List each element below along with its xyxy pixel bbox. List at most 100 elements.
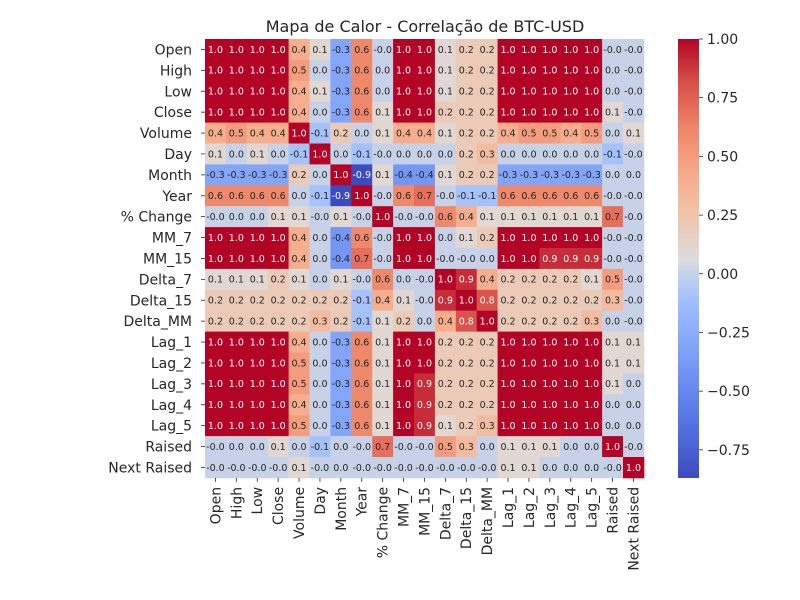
heatmap-cell xyxy=(434,289,457,312)
cell-value-label: 0.0 xyxy=(396,149,411,160)
cell-value-label: 0.2 xyxy=(500,316,515,327)
cell-value-label: 1.0 xyxy=(521,87,536,98)
heatmap-cell xyxy=(351,39,373,61)
cell-value-label: 1.0 xyxy=(271,358,286,369)
heatmap-cell xyxy=(455,185,478,207)
cell-value-label: 0.9 xyxy=(542,254,557,265)
cell-value-label: 0.1 xyxy=(375,337,390,348)
cell-value-label: 0.1 xyxy=(375,316,390,327)
heatmap-cell xyxy=(393,59,415,82)
heatmap-cell xyxy=(434,185,457,207)
heatmap-cell xyxy=(518,164,540,186)
cell-value-label: 1.0 xyxy=(250,254,265,265)
cell-value-label: 1.0 xyxy=(208,337,223,348)
cell-value-label: 0.2 xyxy=(459,358,474,369)
heatmap-cell xyxy=(455,373,478,395)
cell-value-label: 1.0 xyxy=(500,254,515,265)
cell-value-label: 1.0 xyxy=(271,337,286,348)
cell-value-label: 0.1 xyxy=(542,212,557,223)
heatmap-cell xyxy=(225,39,248,61)
cell-value-label: 0.2 xyxy=(229,296,244,307)
heatmap-cell xyxy=(623,268,645,291)
cell-value-label: 1.0 xyxy=(584,421,599,432)
cell-value-label: 0.1 xyxy=(605,358,620,369)
heatmap-cell xyxy=(372,80,394,103)
heatmap-cell xyxy=(581,331,603,353)
cell-value-label: 0.0 xyxy=(417,149,432,160)
cell-value-label: 0.6 xyxy=(438,212,453,223)
heatmap-cell xyxy=(267,122,289,144)
heatmap-cell xyxy=(393,415,415,437)
heatmap-cell xyxy=(560,268,582,291)
heatmap-cell xyxy=(330,80,352,103)
cell-value-label: 0.2 xyxy=(521,316,536,327)
cell-value-label: 1.0 xyxy=(563,233,578,244)
cell-value-label: 1.0 xyxy=(396,421,411,432)
cell-value-label: 1.0 xyxy=(354,191,369,202)
heatmap-cell xyxy=(288,268,310,291)
cell-value-label: 1.0 xyxy=(229,421,244,432)
cell-value-label: 1.0 xyxy=(584,337,599,348)
cell-value-label: 0.0 xyxy=(584,463,599,474)
cell-value-label: 0.0 xyxy=(605,87,620,98)
heatmap-cell xyxy=(414,331,436,353)
cell-value-label: 0.6 xyxy=(354,421,369,432)
heatmap-cell xyxy=(225,122,248,144)
cell-value-label: -0.0 xyxy=(436,463,455,474)
heatmap-cell xyxy=(393,394,415,416)
cell-value-label: 1.0 xyxy=(229,233,244,244)
cell-value-label: 1.0 xyxy=(208,107,223,118)
cell-value-label: 0.2 xyxy=(563,296,578,307)
cell-value-label: 0.2 xyxy=(521,296,536,307)
heatmap-cell xyxy=(518,394,540,416)
heatmap-cell xyxy=(623,101,645,123)
cell-value-label: -0.3 xyxy=(332,107,351,118)
cell-value-label: 0.1 xyxy=(500,463,515,474)
cell-value-label: 0.1 xyxy=(626,128,641,139)
cell-value-label: -0.0 xyxy=(603,45,622,56)
heatmap-cell xyxy=(560,59,582,82)
cell-value-label: 0.1 xyxy=(375,379,390,390)
cell-value-label: 1.0 xyxy=(208,66,223,77)
cell-value-label: 0.2 xyxy=(459,107,474,118)
heatmap-cell xyxy=(518,248,540,270)
cell-value-label: 1.0 xyxy=(250,400,265,411)
heatmap-cell xyxy=(581,373,603,395)
cell-value-label: 0.2 xyxy=(459,128,474,139)
cell-value-label: 1.0 xyxy=(250,421,265,432)
x-tick-label: Next Raised xyxy=(626,487,642,571)
heatmap-cell xyxy=(434,394,457,416)
heatmap-cell xyxy=(330,289,352,312)
y-tick-label: Lag_5 xyxy=(151,419,192,435)
cell-value-label: -0.0 xyxy=(373,149,392,160)
heatmap-cell xyxy=(309,164,331,186)
heatmap-cell xyxy=(602,436,624,458)
cell-value-label: 0.0 xyxy=(229,442,244,453)
cell-value-label: 1.0 xyxy=(396,45,411,56)
cell-value-label: 1.0 xyxy=(271,400,286,411)
cell-value-label: 0.2 xyxy=(291,296,306,307)
heatmap-cell xyxy=(372,143,394,165)
x-tick-label: Low xyxy=(250,487,266,515)
heatmap-cell xyxy=(351,436,373,458)
heatmap-cell xyxy=(560,310,582,332)
heatmap-cell xyxy=(434,101,457,123)
heatmap-cell xyxy=(455,331,478,353)
cell-value-label: 1.0 xyxy=(229,337,244,348)
cell-value-label: 1.0 xyxy=(396,254,411,265)
heatmap-cell xyxy=(414,59,436,82)
heatmap-cell xyxy=(225,457,248,479)
cell-value-label: 1.0 xyxy=(521,421,536,432)
heatmap-cell xyxy=(225,227,248,249)
cell-value-label: 0.4 xyxy=(291,400,306,411)
heatmap-cell xyxy=(518,415,540,437)
cell-value-label: 0.0 xyxy=(438,233,453,244)
x-tick-labels: Open High Low Close Volume Day Month Year % Chan… xyxy=(208,477,642,571)
y-tick-label: MM_15 xyxy=(143,251,192,267)
colorbar-tick-label: −0.25 xyxy=(707,325,750,341)
cell-value-label: 1.0 xyxy=(333,170,348,181)
cell-value-label: -0.0 xyxy=(624,296,643,307)
heatmap-cell xyxy=(434,80,457,103)
heatmap-cell xyxy=(518,80,540,103)
heatmap-cell xyxy=(246,122,269,144)
